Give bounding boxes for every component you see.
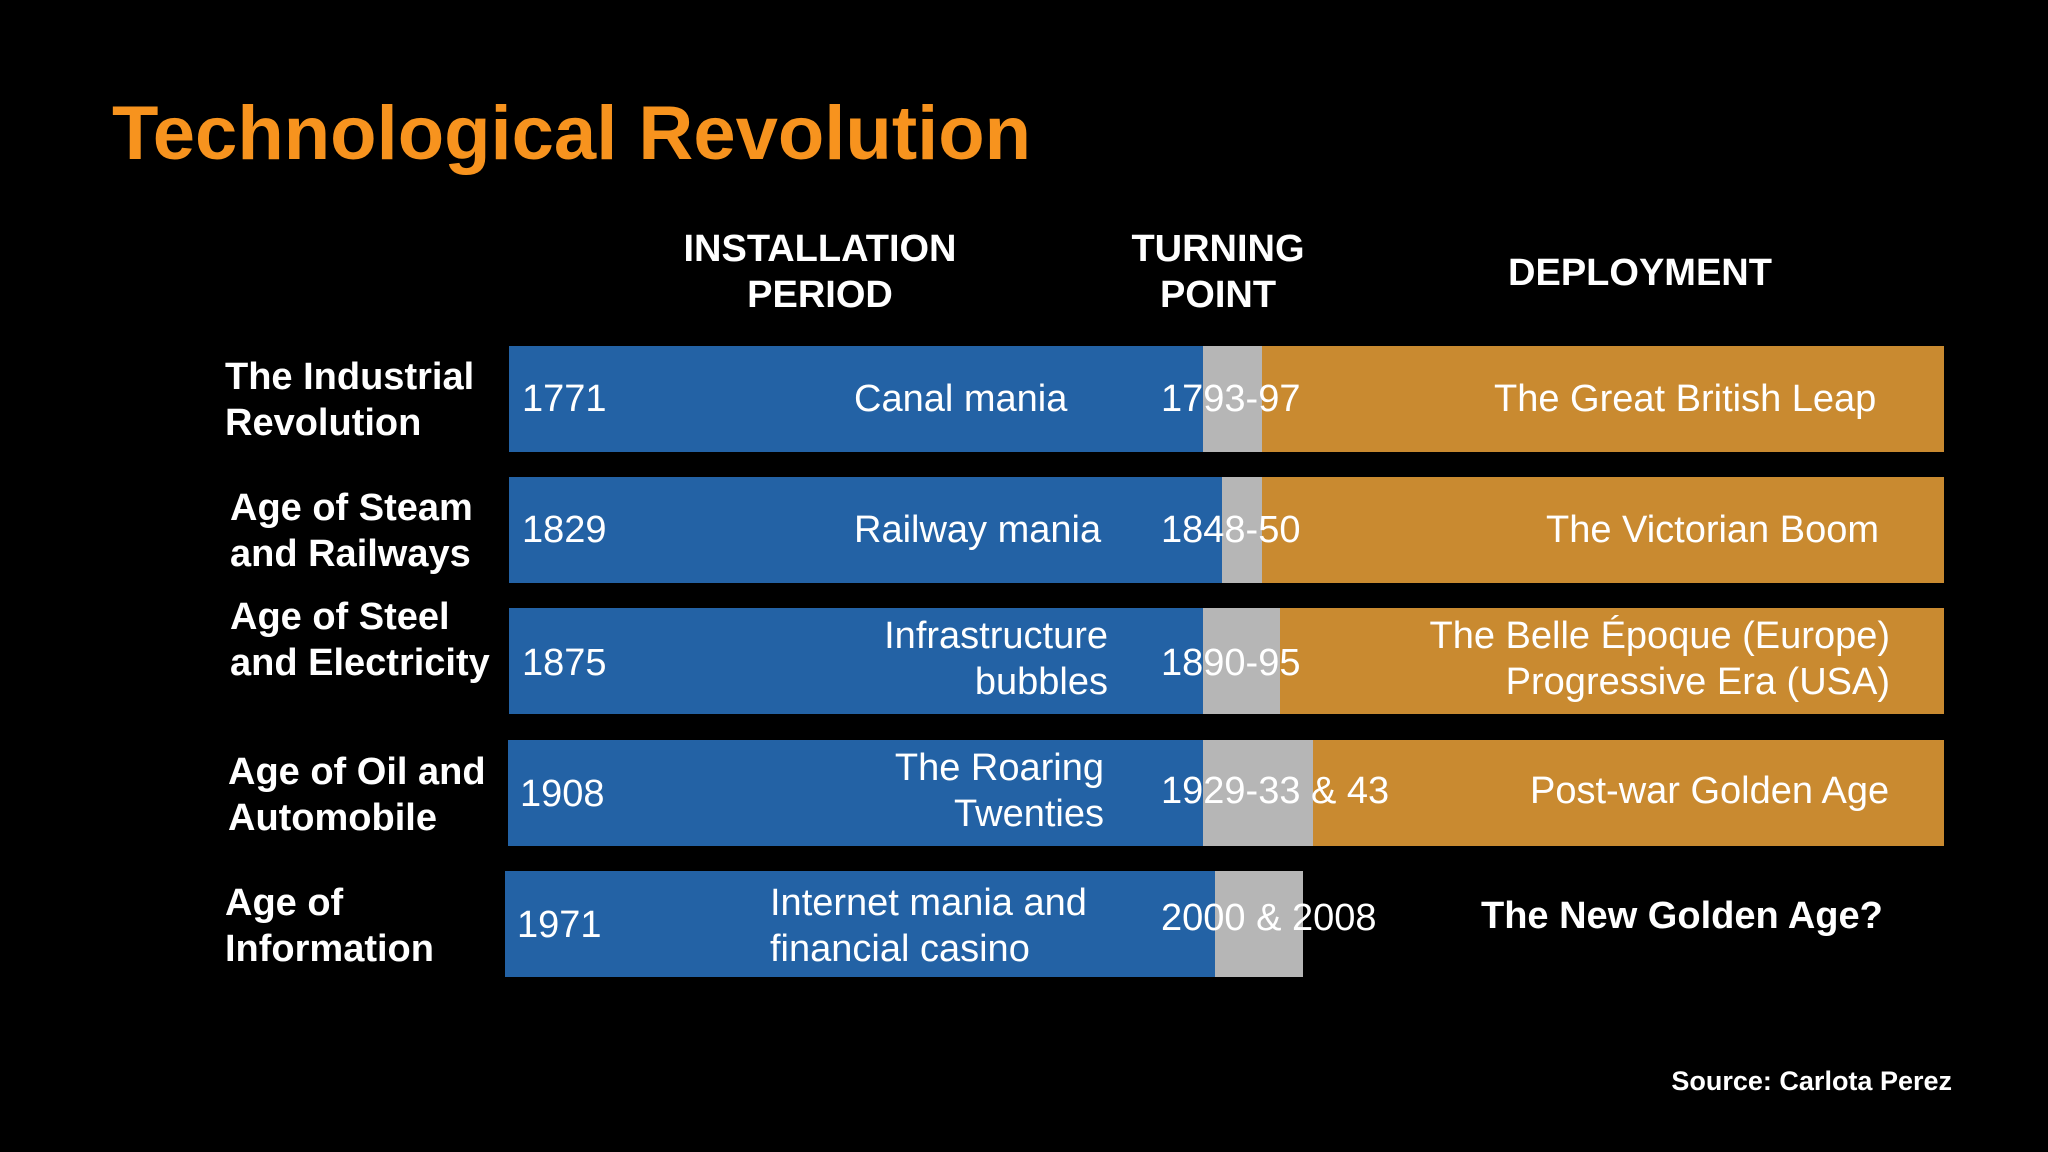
- turning-point-bar: [1215, 871, 1303, 977]
- deployment-bar: [1262, 477, 1944, 583]
- start-year: 1829: [522, 509, 607, 551]
- deployment-text: Post-war Golden Age: [1530, 770, 1890, 812]
- turning-point-text: 1890-95: [1161, 642, 1301, 684]
- turning-point-text: 1848-50: [1161, 509, 1301, 551]
- page-title: Technological Revolution: [112, 91, 1032, 176]
- turning-point-bar: [1222, 477, 1262, 583]
- start-year: 1971: [517, 904, 602, 946]
- deployment-bar: [1262, 346, 1944, 452]
- deployment-bar: [1280, 608, 1944, 714]
- installation-bar: [505, 871, 1215, 977]
- turning-point-text: 2000 & 2008: [1161, 897, 1377, 939]
- installation-bar: [509, 477, 1222, 583]
- installation-text: Internet mania and financial casino: [770, 882, 1087, 970]
- start-year: 1875: [522, 642, 607, 684]
- turning-point-text: 1793-97: [1161, 378, 1301, 420]
- deployment-text: The Belle Époque (Europe) Progressive Er…: [1429, 615, 1890, 703]
- turning-point-bar: [1203, 608, 1280, 714]
- installation-bar: [508, 740, 1203, 846]
- source-credit: Source: Carlota Perez: [1671, 1066, 1952, 1096]
- start-year: 1771: [522, 378, 607, 420]
- row-label: Age of Information: [225, 882, 434, 970]
- start-year: 1908: [520, 773, 605, 815]
- deployment-text: The New Golden Age?: [1481, 895, 1883, 937]
- row-label: The Industrial Revolution: [225, 356, 475, 444]
- installation-text: Canal mania: [854, 378, 1068, 420]
- installation-bar: [509, 608, 1203, 714]
- installation-text: The Roaring Twenties: [894, 747, 1104, 835]
- installation-bar: [509, 346, 1203, 452]
- installation-text: Railway mania: [854, 509, 1102, 551]
- deployment-text: The Victorian Boom: [1546, 509, 1880, 551]
- deployment-text: The Great British Leap: [1494, 378, 1877, 420]
- deployment-header: DEPLOYMENT: [1508, 252, 1772, 294]
- installation-period-header: INSTALLATION PERIOD: [683, 228, 957, 316]
- row-label: Age of Oil and Automobile: [228, 751, 486, 839]
- turning-point-bar: [1203, 740, 1313, 846]
- row-label: Age of Steam and Railways: [230, 487, 473, 575]
- turning-point-text: 1929-33 & 43: [1161, 770, 1390, 812]
- deployment-bar: [1313, 740, 1944, 846]
- turning-point-header: TURNING POINT: [1131, 228, 1305, 316]
- turning-point-bar: [1203, 346, 1262, 452]
- row-label: Age of Steel and Electricity: [230, 596, 490, 684]
- installation-text: Infrastructure bubbles: [884, 615, 1108, 703]
